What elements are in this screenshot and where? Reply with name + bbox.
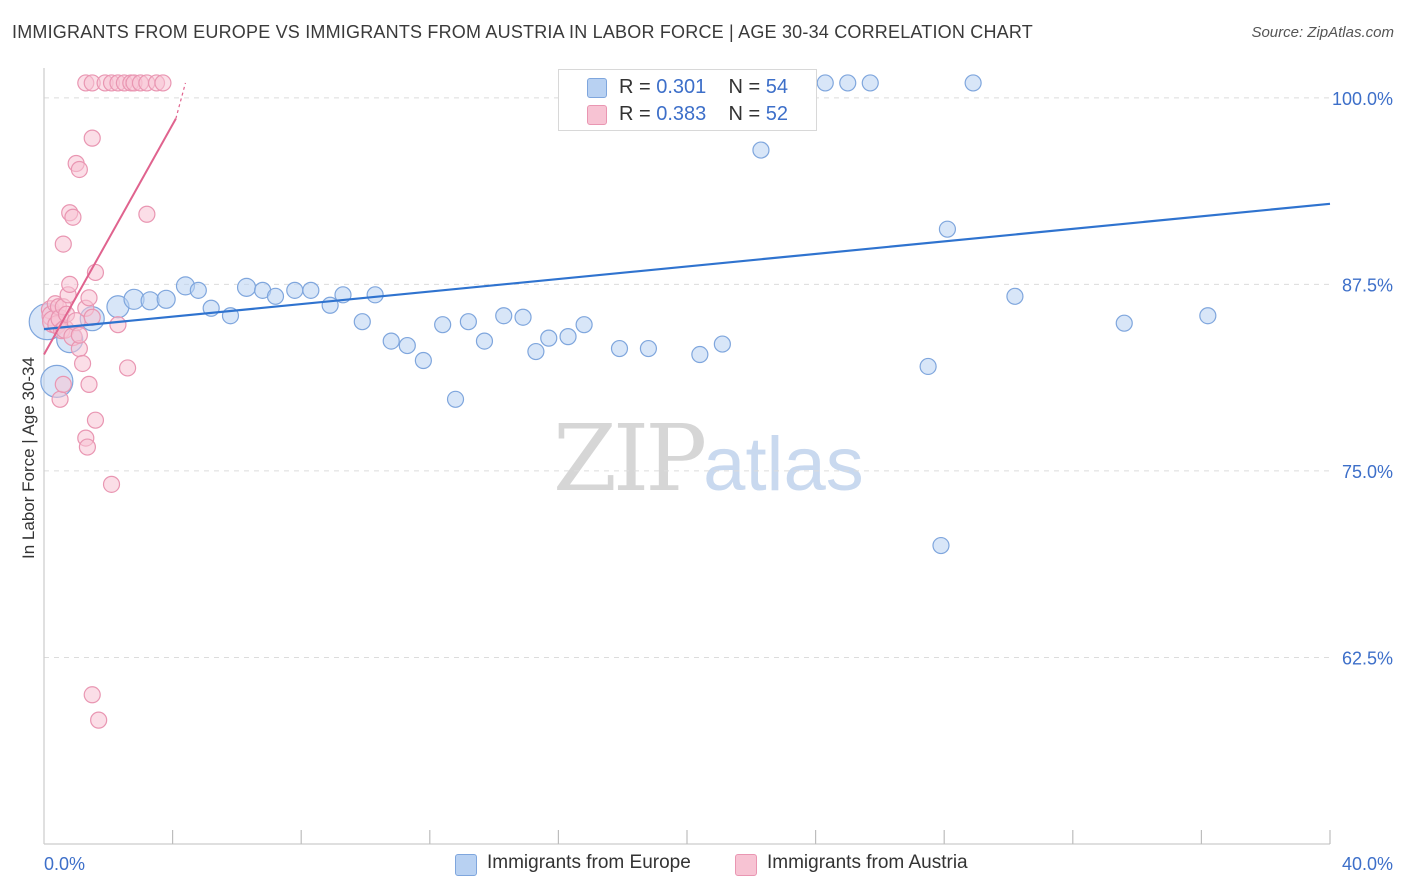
legend-label-europe: Immigrants from Europe	[487, 852, 691, 873]
legend-r-label: R =	[619, 103, 651, 125]
legend-label-austria: Immigrants from Austria	[767, 852, 968, 873]
europe-point	[610, 339, 629, 358]
austria-point	[61, 275, 79, 293]
legend-r-europe: 0.301	[656, 76, 707, 98]
austria-swatch	[587, 105, 607, 125]
europe-point	[459, 313, 477, 331]
legend-n-label: N =	[728, 76, 761, 98]
y-axis-label: In Labor Force | Age 30-34	[19, 357, 38, 559]
trend-lines	[43, 82, 1331, 356]
europe-trend-line	[43, 202, 1331, 331]
europe-swatch	[587, 78, 607, 98]
europe-point	[575, 316, 593, 334]
europe-point	[1199, 307, 1217, 325]
x-tick-label-min: 0.0%	[44, 854, 85, 874]
austria-points	[40, 74, 172, 729]
europe-point	[434, 316, 452, 334]
austria-point	[51, 390, 69, 408]
tick-labels: 100.0% 87.5% 75.0% 62.5% 0.0% 40.0%	[44, 89, 1393, 874]
europe-point	[366, 286, 384, 304]
austria-point	[73, 354, 92, 373]
europe-point	[932, 536, 950, 555]
europe-point	[382, 332, 400, 350]
europe-point	[1006, 287, 1024, 305]
europe-point	[919, 357, 937, 376]
austria-point	[54, 375, 72, 393]
legend-n-europe: 54	[765, 76, 789, 98]
austria-point	[154, 74, 172, 92]
europe-point	[964, 74, 982, 92]
austria-point	[70, 160, 88, 179]
europe-point	[816, 74, 834, 92]
austria-point	[78, 438, 97, 456]
europe-point	[236, 277, 257, 297]
europe-point	[475, 332, 494, 350]
austria-point	[80, 289, 98, 307]
europe-point	[495, 307, 513, 325]
austria-trend-line	[43, 118, 177, 356]
europe-point	[861, 74, 879, 92]
austria-trend-extension	[175, 82, 187, 119]
europe-point	[514, 308, 532, 326]
europe-point	[353, 313, 371, 331]
austria-point	[64, 208, 82, 226]
europe-point	[639, 339, 658, 358]
europe-point	[559, 328, 577, 346]
y-tick-label: 87.5%	[1342, 275, 1393, 295]
x-tick-label-max: 40.0%	[1342, 854, 1393, 874]
austria-point	[90, 711, 108, 729]
europe-point	[414, 351, 432, 370]
austria-point	[54, 235, 72, 253]
austria-point	[83, 686, 101, 704]
chart-title: IMMIGRANTS FROM EUROPE VS IMMIGRANTS FRO…	[12, 22, 1033, 42]
europe-legend-swatch	[455, 854, 477, 876]
austria-point	[83, 129, 101, 147]
europe-point	[938, 220, 957, 238]
austria-legend-swatch	[735, 854, 757, 876]
legend-r-label: R =	[619, 76, 651, 98]
legend-n-label: N =	[728, 103, 761, 125]
europe-point	[752, 141, 770, 159]
europe-point	[839, 74, 857, 92]
europe-point	[691, 345, 709, 364]
europe-point	[713, 335, 731, 353]
austria-point	[70, 326, 88, 344]
y-tick-label: 62.5%	[1342, 648, 1393, 668]
europe-point	[286, 281, 304, 299]
europe-point	[540, 329, 558, 347]
austria-point	[118, 359, 137, 377]
legend-r-austria: 0.383	[656, 103, 707, 125]
source-label: Source: ZipAtlas.com	[1251, 24, 1394, 41]
y-tick-label: 100.0%	[1332, 89, 1393, 109]
europe-point	[302, 281, 320, 299]
austria-point	[86, 411, 105, 429]
europe-point	[140, 291, 160, 311]
correlation-legend: R = 0.301 N = 54 R = 0.383 N = 52	[558, 69, 817, 131]
legend-n-austria: 52	[765, 103, 789, 125]
europe-point	[446, 390, 465, 408]
axes	[43, 68, 1331, 845]
austria-point	[80, 375, 98, 393]
europe-point	[1115, 314, 1133, 332]
gridlines	[44, 97, 1330, 658]
europe-point	[189, 281, 207, 299]
europe-point	[398, 336, 416, 355]
europe-point	[156, 289, 176, 309]
europe-point	[266, 287, 285, 305]
y-tick-label: 75.0%	[1342, 462, 1393, 482]
europe-point	[527, 342, 545, 361]
austria-point	[102, 475, 121, 493]
austria-point	[138, 205, 156, 223]
austria-point	[109, 316, 127, 334]
